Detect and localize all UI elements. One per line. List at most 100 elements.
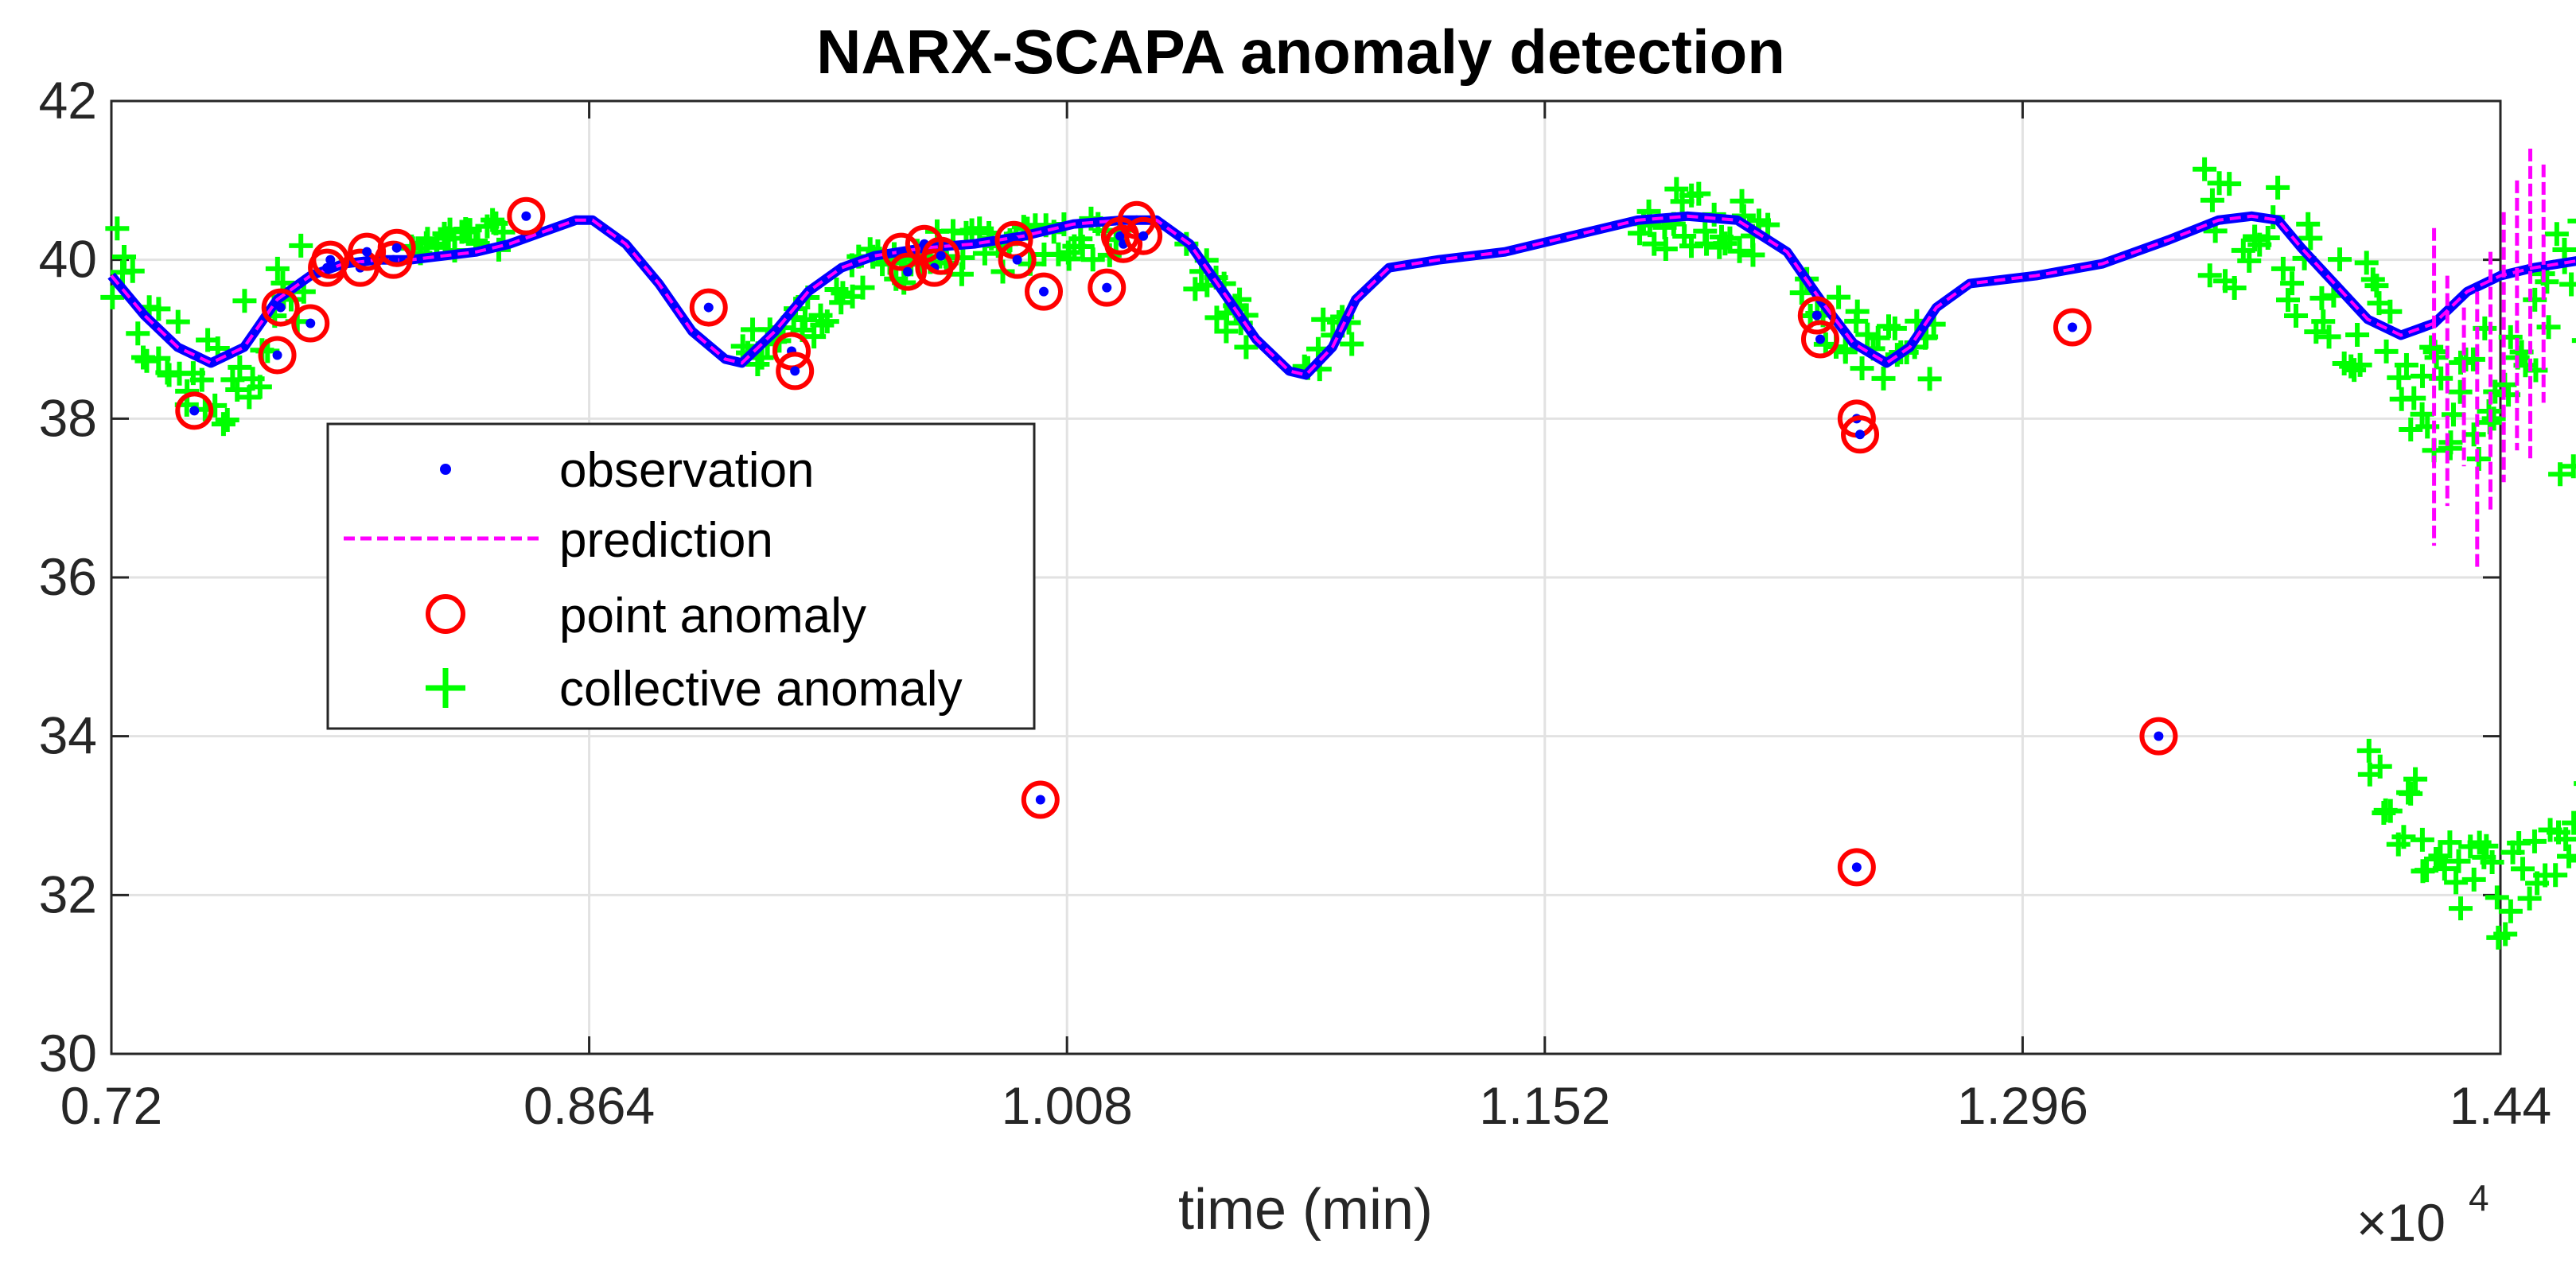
collective-anomaly-marker — [2432, 857, 2457, 881]
collective-anomaly-marker — [2266, 175, 2290, 200]
point-anomaly-marker — [1800, 320, 1839, 359]
collective-anomaly-marker — [211, 412, 235, 437]
collective-anomaly-marker — [2280, 271, 2305, 296]
collective-anomaly-marker — [2378, 799, 2403, 823]
collective-anomaly-marker — [189, 367, 214, 392]
legend-collective-anomaly-label: collective anomaly — [559, 662, 963, 717]
collective-anomaly-marker — [1917, 367, 1942, 391]
collective-anomaly-marker — [2438, 430, 2463, 455]
collective-anomaly-marker — [2442, 402, 2465, 427]
tick-labels: 0.72 0.864 1.008 1.152 1.296 1.44 30 32 34 36 38 40… — [39, 71, 2552, 1135]
point-anomaly-observation-dot — [362, 247, 372, 257]
collective-anomaly-marker — [2498, 899, 2523, 923]
collective-anomaly-marker — [2474, 834, 2499, 858]
collective-anomaly-marker — [2554, 827, 2576, 852]
collective-anomaly-marker — [2444, 870, 2469, 895]
collective-anomaly-marker — [1713, 231, 1737, 256]
point-anomaly-marker — [348, 232, 387, 271]
y-tick-label: 38 — [39, 388, 97, 447]
collective-anomaly-marker — [2311, 309, 2336, 334]
collective-anomaly-marker — [2237, 248, 2262, 273]
collective-anomaly-marker — [2364, 274, 2389, 298]
collective-anomaly-marker — [2378, 299, 2403, 324]
collective-anomaly-marker — [2296, 212, 2321, 236]
point-anomaly-observation-dot — [325, 255, 336, 265]
chart-title: NARX-SCAPA anomaly detection — [816, 17, 1785, 87]
collective-anomaly-marker — [2403, 767, 2428, 791]
collective-anomaly-marker — [1741, 243, 1765, 267]
collective-anomaly-marker — [112, 245, 137, 270]
point-anomaly-observation-dot — [391, 243, 402, 253]
point-anomaly-observation-dot — [275, 302, 286, 313]
collective-anomaly-marker — [1642, 231, 1667, 256]
collective-anomaly-marker — [481, 208, 505, 232]
collective-anomaly-marker — [2485, 885, 2509, 910]
point-anomaly-marker — [689, 288, 728, 327]
collective-anomaly-marker — [2399, 418, 2423, 441]
collective-anomaly-marker — [2402, 386, 2426, 410]
x-axis-label: time (min) — [1178, 1178, 1433, 1242]
point-anomaly-marker — [507, 196, 546, 235]
y-tick-label: 42 — [39, 71, 97, 130]
x-tick-label: 1.44 — [2450, 1076, 2551, 1135]
point-anomaly-marker — [377, 228, 416, 267]
collective-anomaly-marker — [2535, 270, 2559, 294]
point-anomaly-marker — [1797, 296, 1836, 335]
collective-anomaly-marker — [289, 233, 313, 258]
collective-anomaly-marker — [815, 309, 839, 334]
collective-anomaly-marker — [2255, 226, 2280, 251]
prediction-curve — [110, 214, 2576, 377]
collective-anomaly-marker — [2461, 867, 2486, 892]
legend-collective-anomaly-marker — [426, 668, 465, 708]
collective-anomaly-marker — [793, 307, 818, 332]
collective-anomaly-marker — [2536, 315, 2561, 340]
collective-anomaly-marker — [2544, 222, 2569, 247]
collective-anomaly-marker — [2461, 347, 2485, 371]
collective-anomaly-marker — [2217, 172, 2242, 196]
point-anomaly-observation-dot — [1035, 795, 1045, 805]
collective-anomaly-marker — [2557, 844, 2576, 869]
collective-anomaly-marker — [1833, 340, 1858, 364]
collective-anomaly-marker — [2356, 738, 2381, 763]
x-multiplier-exponent: 4 — [2469, 1177, 2489, 1218]
collective-anomaly-marker — [232, 289, 257, 313]
point-anomaly-observation-dot — [272, 350, 282, 360]
collective-anomaly-marker — [2394, 352, 2418, 377]
collective-anomaly-marker — [2446, 849, 2471, 873]
point-anomaly-observation-dot — [1039, 286, 1049, 297]
collective-anomaly-marker — [2348, 352, 2372, 377]
collective-anomaly-marker — [146, 297, 171, 321]
collective-anomaly-marker — [951, 245, 975, 270]
collective-anomaly-marker — [1718, 226, 1742, 251]
collective-anomaly-marker — [2410, 402, 2434, 426]
x-tick-label: 1.296 — [1957, 1076, 2088, 1135]
axis-ticks — [110, 99, 2502, 1055]
collective-anomaly-marker — [2567, 218, 2576, 223]
y-tick-label: 34 — [39, 706, 97, 765]
collective-anomaly-marker — [2193, 157, 2217, 181]
collective-anomaly-marker — [2559, 272, 2576, 297]
collective-anomaly-marker — [1653, 237, 1678, 262]
collective-anomaly-marker — [134, 348, 159, 373]
x-tick-label: 1.008 — [1002, 1076, 1133, 1135]
collective-anomaly-marker — [215, 408, 239, 433]
collective-anomaly-marker — [228, 355, 252, 379]
point-anomaly-observation-dot — [1855, 429, 1866, 440]
point-anomaly-marker — [1837, 848, 1876, 887]
point-anomaly-marker — [2053, 308, 2092, 347]
collective-anomaly-marker — [1311, 307, 1336, 332]
point-anomaly-observation-dot — [1138, 231, 1149, 241]
point-anomaly-observation-dot — [2067, 322, 2077, 332]
collective-anomaly-marker — [2511, 857, 2535, 881]
x-tick-label: 1.152 — [1479, 1076, 1610, 1135]
point-anomaly-observation-dot — [903, 266, 912, 277]
collective-anomaly-marker — [2543, 863, 2568, 888]
collective-anomaly-marker — [2480, 850, 2504, 875]
collective-anomaly-marker — [2424, 345, 2449, 370]
collective-anomaly-marker — [2354, 251, 2379, 275]
collective-anomaly-marker — [1687, 181, 1711, 206]
collective-anomaly-marker — [265, 256, 290, 281]
x-tick-label: 0.864 — [523, 1076, 655, 1135]
point-anomaly-marker — [1124, 216, 1163, 255]
